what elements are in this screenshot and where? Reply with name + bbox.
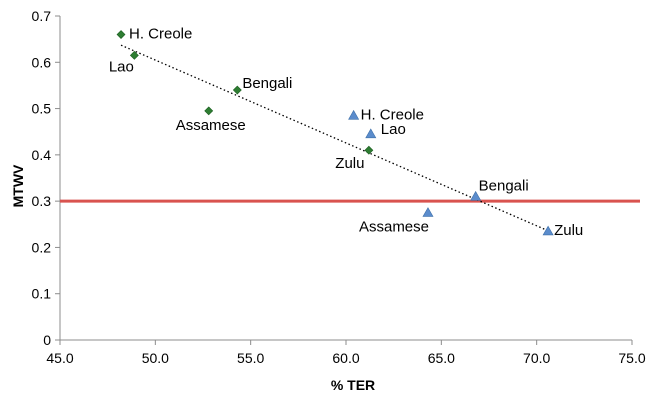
triangle-marker	[470, 190, 482, 201]
point-label: H. Creole	[361, 107, 424, 124]
x-tick-label: 75.0	[618, 350, 645, 366]
data-points	[116, 30, 554, 236]
triangle-marker	[348, 109, 360, 120]
diamond-marker	[129, 50, 139, 60]
diamond-marker	[204, 106, 214, 116]
point-label: Zulu	[554, 222, 583, 239]
y-tick-label: 0.5	[32, 101, 52, 117]
y-tick-label: 0.2	[32, 239, 52, 255]
point-label: Lao	[381, 121, 406, 138]
diamond-marker	[232, 85, 242, 95]
x-tick-label: 45.0	[46, 350, 73, 366]
trendline	[120, 44, 549, 232]
point-label: Bengali	[479, 178, 529, 195]
point-label: Assamese	[176, 117, 246, 134]
point-label: Assamese	[359, 219, 429, 236]
triangle-marker	[365, 128, 377, 139]
diamond-marker	[116, 30, 126, 39]
y-tick-label: 0.3	[32, 193, 52, 209]
y-tick-label: 0.6	[32, 54, 52, 70]
x-tick-label: 70.0	[523, 350, 550, 366]
triangle-marker	[422, 207, 434, 217]
y-axis-title: MTWV	[10, 164, 26, 207]
point-label: Lao	[109, 58, 134, 75]
y-tick-label: 0	[43, 332, 51, 348]
point-label: H. Creole	[129, 26, 192, 43]
x-tick-label: 65.0	[428, 350, 455, 366]
tick-labels: 45.0 50.0 55.0 60.0 65.0 70.0 75.0 0 0.1 0.2 0.3 0.…	[32, 8, 646, 366]
triangle-marker	[542, 225, 554, 236]
x-tick-label: 55.0	[237, 350, 264, 366]
point-label: Bengali	[242, 75, 292, 92]
y-tick-label: 0.1	[32, 286, 52, 302]
point-label: Zulu	[335, 155, 364, 172]
trendline-group	[120, 44, 549, 232]
x-tick-label: 60.0	[332, 350, 359, 366]
y-tick-label: 0.7	[32, 8, 52, 24]
x-tick-label: 50.0	[142, 350, 169, 366]
x-axis-title: % TER	[331, 377, 375, 393]
diamond-marker	[364, 145, 374, 155]
y-axis-title-group: MTWV	[10, 164, 26, 207]
axes	[55, 15, 633, 345]
y-tick-label: 0.4	[32, 147, 52, 163]
